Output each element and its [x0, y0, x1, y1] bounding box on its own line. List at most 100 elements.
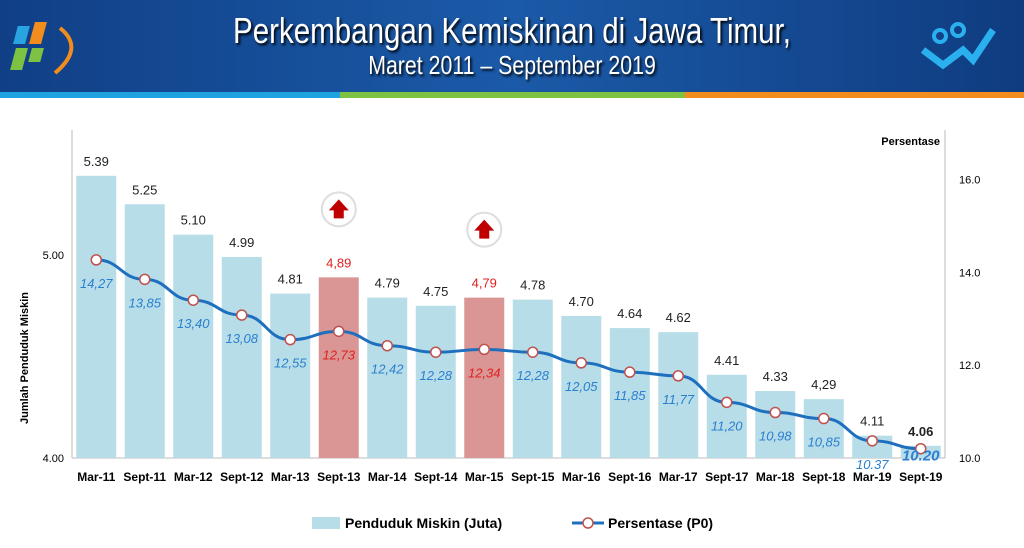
- line-point: [866, 435, 878, 447]
- bar-label: 4,89: [326, 255, 351, 270]
- bar-Sept-18: [803, 399, 844, 458]
- line-label: 12,73: [322, 347, 355, 362]
- x-tick-label: Sept-13: [317, 470, 361, 484]
- page-title: Perkembangan Kemiskinan di Jawa Timur,: [233, 10, 791, 51]
- line-label: 12,05: [565, 379, 598, 394]
- x-tick-label: Sept-12: [220, 470, 264, 484]
- y2-tick-label: 16.0: [959, 175, 980, 187]
- x-tick-label: Sept-11: [123, 470, 166, 484]
- x-tick-label: Sept-18: [802, 470, 846, 484]
- bar-label: 4.64: [617, 306, 642, 321]
- line-label: 12,55: [274, 356, 307, 371]
- line-label: 11,77: [662, 392, 694, 407]
- line-label: 10,85: [807, 435, 840, 450]
- bar-label: 4.62: [666, 310, 691, 325]
- x-tick-label: Mar-11: [77, 470, 115, 484]
- x-tick-label: Mar-14: [368, 470, 407, 484]
- line-point: [381, 339, 393, 352]
- statistics-logo-icon: [920, 22, 996, 70]
- bar-Mar-12: [173, 234, 214, 458]
- line-point: [139, 273, 151, 286]
- percentage-line: [96, 258, 921, 451]
- bar-label: 4.70: [569, 294, 594, 309]
- stripe-orange: [685, 92, 1024, 98]
- legend-bar-swatch: [312, 517, 340, 529]
- line-label: 13,40: [177, 316, 210, 331]
- page-subtitle: Maret 2011 – September 2019: [368, 50, 656, 80]
- bar-Sept-15: [512, 299, 553, 458]
- legend-bar-label: Penduduk Miskin (Juta): [345, 515, 502, 531]
- line-label: 11,85: [614, 388, 646, 403]
- bar-Mar-14: [367, 297, 408, 458]
- bar-label: 4,29: [811, 377, 836, 392]
- bar-label: 4.99: [229, 235, 254, 250]
- line-point: [333, 325, 345, 338]
- line-point: [430, 346, 442, 358]
- line-point: [769, 406, 781, 419]
- line-label: 13,08: [225, 331, 258, 346]
- line-point: [187, 294, 199, 306]
- x-tick-label: Sept-16: [608, 470, 652, 484]
- line-label: 12,28: [419, 368, 452, 383]
- x-tick-label: Mar-18: [756, 470, 795, 484]
- line-label: 12,42: [371, 362, 404, 377]
- bar-Sept-12: [221, 257, 262, 458]
- line-label: 11,20: [711, 418, 743, 433]
- bar-Mar-16: [561, 315, 602, 458]
- line-label: 13,85: [128, 295, 161, 310]
- bar-label: 4.81: [278, 272, 303, 287]
- x-tick-label: Mar-12: [174, 470, 213, 484]
- bar-Sept-16: [609, 328, 650, 458]
- bar-Sept-17: [706, 374, 747, 458]
- line-point: [915, 442, 927, 455]
- line-point: [478, 343, 490, 356]
- bar-Mar-18: [755, 391, 796, 458]
- bar-Mar-13: [270, 293, 311, 458]
- legend-line-label: Persentase (P0): [608, 515, 713, 531]
- bar-label: 4.78: [520, 278, 545, 293]
- line-point: [624, 366, 636, 378]
- y2-tick-label: 12.0: [959, 360, 980, 372]
- line-label: 10.37: [856, 457, 889, 472]
- bar-Mar-17: [658, 332, 699, 458]
- up-arrow-icon: [474, 219, 495, 239]
- line-label: 10.20: [902, 448, 940, 465]
- x-tick-label: Sept-19: [899, 470, 943, 484]
- up-arrow-icon: [328, 199, 349, 219]
- y2-tick-label: 10.0: [959, 453, 980, 465]
- bar-Sept-13: [318, 277, 359, 458]
- bar-label: 4.11: [860, 414, 884, 429]
- bar-label: 4.33: [763, 369, 788, 384]
- x-tick-label: Mar-19: [853, 470, 892, 484]
- y-tick-label: 5.00: [43, 250, 64, 262]
- bps-logo-icon: [10, 22, 74, 75]
- y2-tick-label: 14.0: [959, 267, 980, 279]
- line-point: [284, 333, 296, 346]
- line-point: [575, 357, 587, 369]
- line-point: [721, 396, 733, 409]
- y-tick-label: 4.00: [43, 453, 64, 465]
- poverty-chart: 4.00 5.00 10.0 12.0 14.0 16.0 Jumlah Penduduk …: [19, 130, 980, 531]
- bar-Mar-15: [464, 297, 505, 458]
- x-tick-label: Sept-15: [511, 470, 555, 484]
- line-point: [818, 412, 830, 425]
- x-tick-label: Mar-13: [271, 470, 310, 484]
- bar-label: 5.25: [132, 182, 157, 197]
- x-tick-label: Sept-17: [705, 470, 749, 484]
- line-label: 10,98: [759, 429, 792, 444]
- y-axis-title: Jumlah Penduduk Miskin: [19, 292, 31, 424]
- bar-label: 4.79: [375, 276, 400, 291]
- bar-label: 4.41: [714, 353, 739, 368]
- stripe-green: [340, 92, 685, 98]
- line-point: [527, 346, 539, 358]
- bar-Mar-11: [76, 175, 117, 458]
- bar-Sept-11: [124, 204, 165, 458]
- line-point: [236, 309, 248, 321]
- bar-label: 5.39: [84, 154, 109, 169]
- x-tick-label: Mar-17: [659, 470, 698, 484]
- line-label: 12,34: [468, 365, 501, 380]
- bar-label: 4,79: [472, 276, 497, 291]
- bar-label: 4.75: [423, 284, 448, 299]
- x-tick-label: Mar-15: [465, 470, 504, 484]
- stripe-blue: [0, 92, 340, 98]
